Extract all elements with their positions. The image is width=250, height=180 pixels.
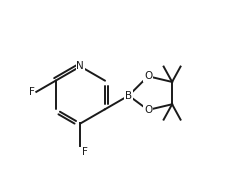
Text: N: N <box>76 61 84 71</box>
Text: B: B <box>125 91 132 101</box>
Text: O: O <box>144 71 152 81</box>
Text: F: F <box>82 147 87 157</box>
Text: O: O <box>144 105 152 115</box>
Text: F: F <box>29 87 35 97</box>
